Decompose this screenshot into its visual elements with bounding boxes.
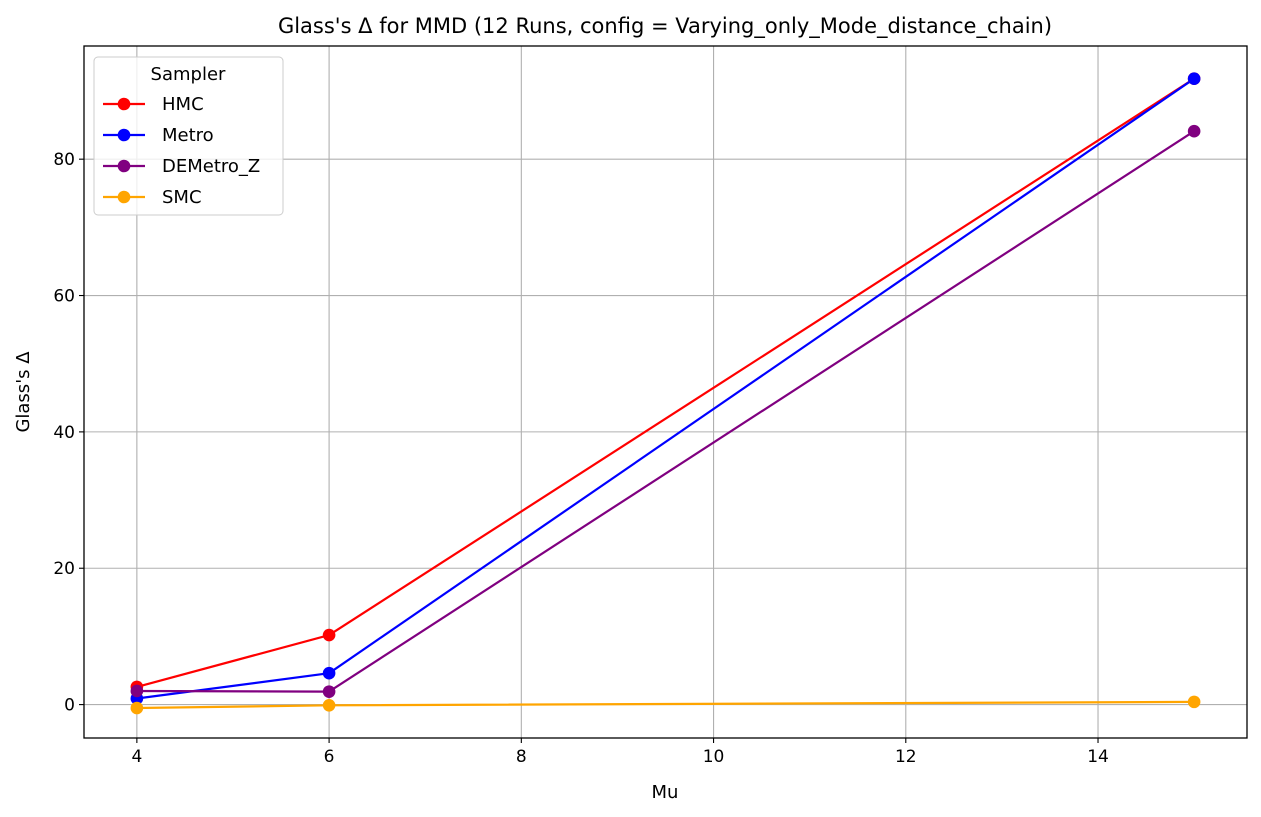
legend-label-hmc: HMC xyxy=(162,94,204,115)
legend-marker-smc xyxy=(117,190,131,204)
x-tick-label: 4 xyxy=(131,747,142,767)
y-axis: 0 20 40 60 80 xyxy=(53,150,84,716)
legend-label-smc: SMC xyxy=(162,187,202,208)
x-tick-label: 12 xyxy=(895,747,917,767)
y-tick-label: 60 xyxy=(53,287,75,307)
legend-marker-metro xyxy=(117,128,131,142)
data-point-smc xyxy=(322,698,336,712)
x-tick-label: 10 xyxy=(703,747,725,767)
y-tick-label: 0 xyxy=(64,696,75,716)
legend-marker-demetro-z xyxy=(117,159,131,173)
x-tick-label: 14 xyxy=(1087,747,1109,767)
y-tick-label: 40 xyxy=(53,423,75,443)
legend-title: Sampler xyxy=(151,64,226,85)
y-axis-label: Glass's Δ xyxy=(13,351,34,433)
legend-marker-hmc xyxy=(117,97,131,111)
legend-label-metro: Metro xyxy=(162,125,214,146)
legend: Sampler HMC Metro DEMetro_Z SMC xyxy=(93,56,284,216)
y-tick-label: 20 xyxy=(53,559,75,579)
data-point-demetro-z xyxy=(322,685,336,698)
legend-box xyxy=(93,56,284,216)
data-point-smc xyxy=(1187,695,1201,709)
grid xyxy=(84,46,1247,738)
x-axis: 4 6 8 10 12 14 xyxy=(131,738,1109,767)
x-tick-label: 8 xyxy=(516,747,527,767)
series-points xyxy=(130,72,1201,715)
plot-frame xyxy=(83,45,1248,739)
x-axis-label: Mu xyxy=(652,782,679,803)
data-point-demetro-z xyxy=(1187,124,1201,138)
x-tick-label: 6 xyxy=(324,747,335,767)
y-tick-label: 80 xyxy=(53,150,75,170)
data-point-metro xyxy=(322,666,336,680)
legend-label-demetro-z: DEMetro_Z xyxy=(162,156,260,177)
chart-title: Glass's Δ for MMD (12 Runs, config = Var… xyxy=(278,14,1052,39)
data-point-smc xyxy=(130,701,144,715)
data-point-metro xyxy=(1187,72,1201,86)
data-point-hmc xyxy=(322,628,336,642)
data-point-demetro-z xyxy=(130,684,144,698)
